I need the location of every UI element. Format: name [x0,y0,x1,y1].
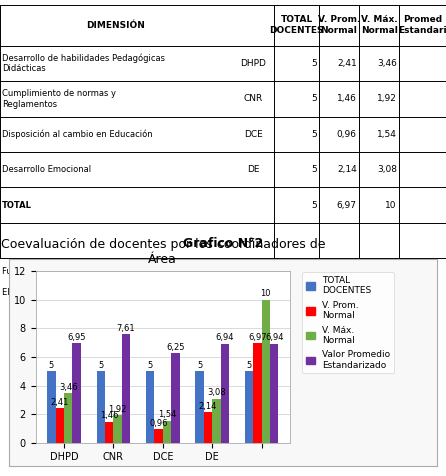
Text: 6,25: 6,25 [166,343,185,352]
Bar [171,353,180,443]
Bar [204,412,212,443]
Legend: TOTAL
DOCENTES, V. Prom.
Normal, V. Máx.
Normal, Valor Promedio
Estandarizado: TOTAL DOCENTES, V. Prom. Normal, V. Máx.… [302,272,394,374]
Bar [122,334,130,443]
Text: 6,94: 6,94 [265,333,283,342]
Text: V. Máx.
Normal: V. Máx. Normal [361,15,397,35]
Text: Elaboración: El autor: Elaboración: El autor [2,288,90,297]
Text: Cumplimiento de normas y
Reglamentos: Cumplimiento de normas y Reglamentos [2,89,116,109]
Bar [212,399,221,443]
Text: Desarrollo Emocional: Desarrollo Emocional [2,165,91,174]
Bar [105,422,113,443]
Bar [113,415,122,443]
Text: 5: 5 [311,165,317,174]
Bar [221,344,229,443]
Text: Fuente: Cuestionario a Docentes: Fuente: Cuestionario a Docentes [2,268,140,277]
Text: 5: 5 [197,361,202,370]
Bar [253,343,261,443]
Bar [72,344,81,443]
Text: 5: 5 [98,361,103,370]
Text: Promed
Estandari: Promed Estandari [398,15,446,35]
Text: 3,08: 3,08 [207,388,226,397]
Text: DHPD: DHPD [240,59,266,68]
Text: TOTAL: TOTAL [2,200,32,209]
Text: 1,92: 1,92 [377,94,397,103]
Text: CNR: CNR [244,94,263,103]
Text: Disposición al cambio en Educación: Disposición al cambio en Educación [2,129,153,139]
Text: 6,97: 6,97 [337,200,357,209]
Text: 1,92: 1,92 [108,405,127,414]
Text: 10: 10 [385,200,397,209]
Text: 5: 5 [311,130,317,139]
Text: 3,46: 3,46 [59,383,78,392]
Text: TOTAL
DOCENTES: TOTAL DOCENTES [269,15,324,35]
Text: DIMENSIÓN: DIMENSIÓN [87,20,145,30]
Text: Desarrollo de habilidades Pedagógicas
Didácticas: Desarrollo de habilidades Pedagógicas Di… [2,53,165,73]
Bar [47,371,56,443]
Text: 7,61: 7,61 [117,324,135,333]
Text: 0,96: 0,96 [337,130,357,139]
Text: 2,14: 2,14 [337,165,357,174]
Text: 3,46: 3,46 [377,59,397,68]
Text: 1,46: 1,46 [337,94,357,103]
Bar [56,408,64,443]
Text: DE: DE [247,165,260,174]
Text: 2,14: 2,14 [199,402,217,411]
Bar [195,371,204,443]
Text: 1,46: 1,46 [100,411,119,420]
Text: 0,96: 0,96 [149,418,168,427]
Bar [245,371,253,443]
Bar [146,371,154,443]
Text: 2,41: 2,41 [51,398,69,407]
Bar [163,421,171,443]
Text: 6,95: 6,95 [67,333,86,342]
Text: 1,54: 1,54 [377,130,397,139]
Bar [97,371,105,443]
Text: 5: 5 [311,200,317,209]
Text: V. Prom.
Normal: V. Prom. Normal [318,15,360,35]
Text: 6,97: 6,97 [248,333,267,342]
Title: Coevaluación de docentes por los coordinadores de
Área: Coevaluación de docentes por los coordin… [0,238,325,266]
Text: 10: 10 [260,289,271,298]
Text: 2,41: 2,41 [337,59,357,68]
Bar [270,344,278,443]
Text: 5: 5 [311,94,317,103]
Text: DCE: DCE [244,130,263,139]
Bar [154,429,163,443]
Text: 5: 5 [148,361,153,370]
Text: 5: 5 [311,59,317,68]
Text: 3,08: 3,08 [377,165,397,174]
Text: 6,94: 6,94 [215,333,234,342]
Bar [64,393,72,443]
Text: 5: 5 [246,361,252,370]
Text: 1,54: 1,54 [158,410,176,419]
Bar [261,300,270,443]
Text: 5: 5 [49,361,54,370]
Text: Grafico N°2: Grafico N°2 [183,238,263,250]
